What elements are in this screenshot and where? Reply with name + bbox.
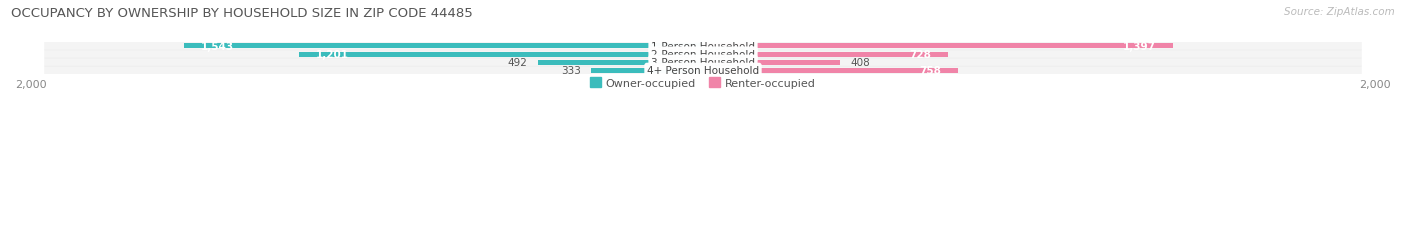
Text: 758: 758 <box>920 66 941 76</box>
Legend: Owner-occupied, Renter-occupied: Owner-occupied, Renter-occupied <box>586 74 820 93</box>
Text: 3-Person Household: 3-Person Household <box>651 58 755 68</box>
Bar <box>703 44 1173 49</box>
Text: 4+ Person Household: 4+ Person Household <box>647 66 759 76</box>
Bar <box>703 52 948 57</box>
Bar <box>591 68 703 73</box>
Bar <box>703 68 957 73</box>
Text: 408: 408 <box>851 58 870 68</box>
Text: 333: 333 <box>561 66 581 76</box>
Bar <box>184 44 703 49</box>
FancyBboxPatch shape <box>44 66 1362 76</box>
Text: 728: 728 <box>910 50 931 60</box>
Text: 492: 492 <box>508 58 527 68</box>
Text: 1,201: 1,201 <box>316 50 349 60</box>
Bar <box>299 52 703 57</box>
Bar <box>537 60 703 65</box>
FancyBboxPatch shape <box>44 42 1362 51</box>
Text: 2-Person Household: 2-Person Household <box>651 50 755 60</box>
Text: Source: ZipAtlas.com: Source: ZipAtlas.com <box>1284 7 1395 17</box>
Bar <box>703 60 841 65</box>
Text: 1,397: 1,397 <box>1123 42 1156 52</box>
Text: OCCUPANCY BY OWNERSHIP BY HOUSEHOLD SIZE IN ZIP CODE 44485: OCCUPANCY BY OWNERSHIP BY HOUSEHOLD SIZE… <box>11 7 472 20</box>
FancyBboxPatch shape <box>44 58 1362 67</box>
Text: 1-Person Household: 1-Person Household <box>651 42 755 52</box>
FancyBboxPatch shape <box>44 50 1362 59</box>
Text: 1,543: 1,543 <box>201 42 235 52</box>
